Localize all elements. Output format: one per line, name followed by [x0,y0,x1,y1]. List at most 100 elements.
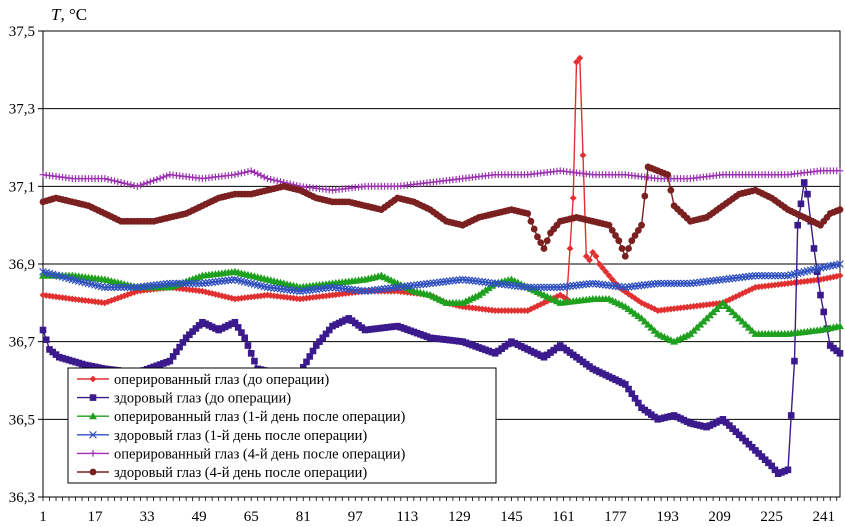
data-point [251,293,258,301]
data-point [351,286,360,294]
data-point [244,342,252,349]
data-point [625,245,632,252]
data-point [114,294,122,302]
data-point [784,466,792,474]
data-point [439,278,447,286]
x-tick-label: 145 [500,509,523,525]
data-point [543,237,551,245]
data-point [445,277,454,285]
data-point [549,283,558,292]
data-point [582,280,591,289]
data-point [266,283,275,292]
data-point [631,232,639,239]
data-point [715,276,724,284]
data-point [654,279,662,288]
data-point [179,279,187,288]
data-point [484,278,493,287]
data-point [546,283,555,292]
data-point [644,320,653,328]
data-point [667,279,675,288]
data-point [836,350,844,357]
data-point [810,245,818,252]
data-point [403,282,412,290]
y-axis-label-unit: , °C [60,5,87,24]
data-point [722,301,731,309]
data-point [771,271,779,280]
data-point [650,326,659,334]
data-point [238,294,245,302]
data-point [573,58,580,66]
data-point [689,279,698,287]
data-point [91,298,99,306]
data-point [836,322,844,330]
data-point [458,275,467,284]
data-point [169,353,177,360]
data-point [169,279,177,288]
data-point [702,277,711,286]
data-point [494,279,503,288]
data-point [612,232,619,239]
data-point [641,192,649,200]
data-point [631,282,639,290]
data-point [556,283,565,292]
data-point [589,248,597,256]
data-point [156,174,164,182]
data-point [309,347,317,355]
data-point [331,283,340,292]
data-point [224,276,233,285]
data-point [638,221,645,229]
data-point [621,381,629,388]
data-point [367,286,376,295]
data-point [647,323,656,331]
data-point [406,281,415,290]
data-point [478,278,486,286]
data-point [104,175,112,183]
x-tick-label: 241 [812,509,835,525]
data-point [370,286,379,294]
data-point [804,277,811,285]
data-point [823,274,831,282]
x-tick-label: 161 [552,509,575,525]
data-point [781,280,789,288]
data-point [628,390,636,398]
legend-item: здоровый глаз (4-й день после операции) [77,465,367,481]
data-point [618,245,626,252]
data-point [725,274,734,283]
data-point [316,293,323,301]
data-point [530,283,539,292]
data-point [582,252,590,260]
data-point [771,466,779,474]
data-point [101,175,109,182]
data-point [166,357,174,365]
data-point [120,283,129,292]
series-6 [39,163,844,260]
data-point [208,278,216,287]
data-point [527,283,535,292]
data-point [732,293,740,301]
data-point [774,281,782,288]
data-point [741,272,750,281]
data-point [481,278,490,287]
data-point [608,281,617,290]
data-point [595,280,604,289]
data-point [182,279,190,288]
data-point [540,245,548,252]
data-point [322,330,330,338]
data-point [693,278,701,287]
data-point [640,281,649,289]
x-tick-label: 17 [88,509,104,525]
data-point [156,280,164,289]
data-point [143,179,151,187]
y-axis-label: T, °C [51,5,87,24]
data-point [397,283,405,291]
legend-item: здоровый глаз (1-й день после операции) [77,428,367,444]
data-point [227,276,236,284]
data-point [270,292,278,300]
data-point [767,271,776,280]
data-point [497,280,506,289]
data-point [634,226,642,234]
data-point [754,271,763,280]
data-point [657,279,665,288]
data-point [718,298,727,306]
